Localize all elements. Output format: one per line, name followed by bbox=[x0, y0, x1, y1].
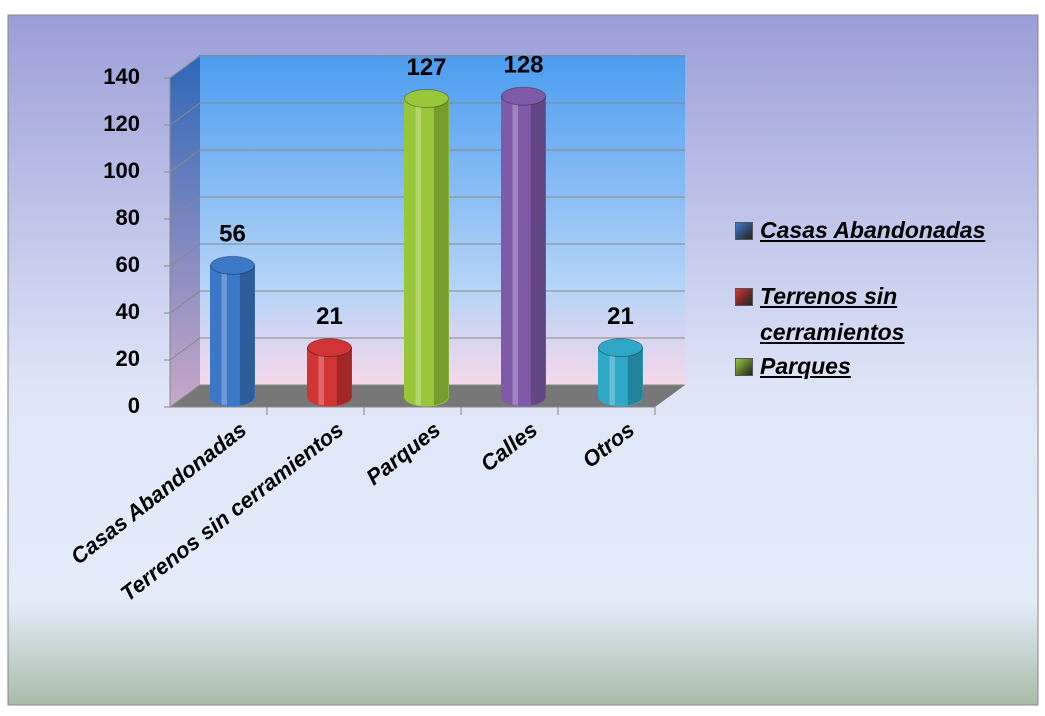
bar-shade bbox=[336, 347, 352, 406]
bar-body bbox=[598, 347, 643, 407]
data-label: 128 bbox=[503, 52, 543, 79]
bar-top bbox=[210, 255, 255, 275]
grid-line bbox=[169, 102, 201, 126]
data-label: 21 bbox=[607, 303, 634, 330]
side-wall bbox=[170, 55, 200, 407]
legend-label: Casas Abandonadas bbox=[760, 217, 986, 243]
bar-highlight bbox=[318, 347, 324, 406]
bar bbox=[598, 338, 643, 407]
bar-top bbox=[598, 338, 643, 358]
bar-body bbox=[501, 95, 546, 407]
bar-top bbox=[404, 89, 449, 109]
bar-body bbox=[210, 264, 255, 407]
grid-line bbox=[169, 55, 201, 79]
data-label: 127 bbox=[406, 54, 446, 81]
bar bbox=[404, 89, 449, 407]
grid-line bbox=[169, 384, 201, 408]
grid-line bbox=[169, 337, 201, 361]
grid-line bbox=[169, 196, 201, 220]
legend-label: Parques bbox=[760, 353, 851, 379]
legend-swatch bbox=[735, 358, 753, 376]
legend-entry: Terrenos sin cerramientos bbox=[733, 278, 1033, 350]
bar-highlight bbox=[415, 98, 421, 406]
bar-highlight bbox=[609, 347, 615, 406]
data-label: 21 bbox=[316, 303, 343, 330]
bar-shade bbox=[627, 347, 643, 406]
legend-entry: Casas Abandonadas bbox=[733, 212, 1033, 248]
bar-shade bbox=[433, 98, 449, 406]
data-label: 56 bbox=[219, 221, 246, 248]
y-tick-label: 100 bbox=[103, 158, 140, 183]
bar-top bbox=[307, 338, 352, 358]
y-tick-label: 40 bbox=[116, 299, 140, 324]
bar-body bbox=[404, 98, 449, 407]
legend-label: Terrenos sin cerramientos bbox=[760, 283, 905, 345]
y-tick-label: 20 bbox=[116, 346, 140, 371]
y-tick-label: 60 bbox=[116, 252, 140, 277]
bar bbox=[501, 86, 546, 407]
bar bbox=[307, 338, 352, 407]
y-tick-label: 80 bbox=[116, 205, 140, 230]
bar-highlight bbox=[221, 265, 227, 406]
legend-entry: Parques bbox=[733, 348, 1033, 384]
y-tick-label: 140 bbox=[103, 64, 140, 89]
bar-body bbox=[307, 347, 352, 407]
legend: Casas Abandonadas Terrenos sin cerramient… bbox=[733, 212, 1033, 390]
bar bbox=[210, 255, 255, 407]
y-tick-label: 0 bbox=[128, 393, 140, 418]
bar-highlight bbox=[512, 96, 518, 406]
y-tick-label: 120 bbox=[103, 111, 140, 136]
legend-swatch bbox=[735, 288, 753, 306]
grid-line bbox=[169, 149, 201, 173]
bar-shade bbox=[239, 265, 255, 406]
legend-swatch bbox=[735, 222, 753, 240]
bar-top bbox=[501, 86, 546, 106]
bar-shade bbox=[530, 96, 546, 406]
grid-line bbox=[169, 290, 201, 314]
grid-line bbox=[169, 243, 201, 267]
